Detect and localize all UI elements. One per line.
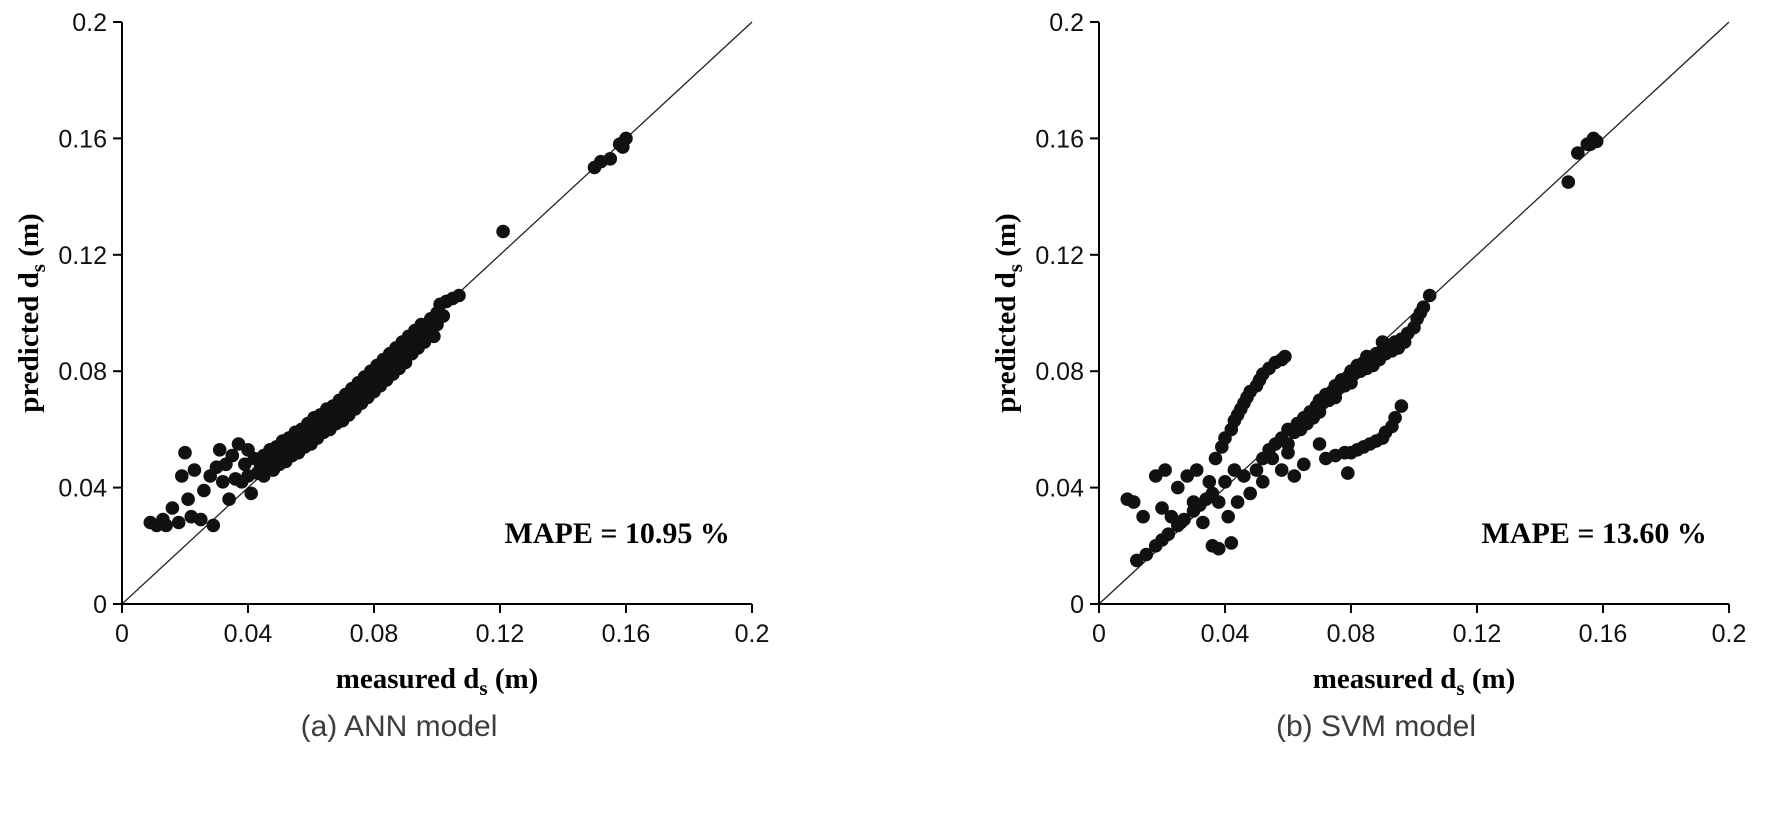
y-tick-label: 0.04 bbox=[58, 475, 107, 503]
data-point bbox=[1186, 495, 1201, 509]
data-point bbox=[427, 329, 441, 344]
caption-svm-model: (b) SVM model bbox=[1275, 710, 1477, 743]
x-axis-title: measured ds (m) bbox=[336, 663, 539, 700]
data-point bbox=[165, 501, 180, 515]
data-point bbox=[175, 469, 189, 483]
data-point bbox=[1221, 509, 1235, 524]
data-point bbox=[1211, 495, 1226, 509]
data-point bbox=[187, 463, 202, 477]
mape-annotation: MAPE = 10.95 % bbox=[505, 517, 730, 550]
data-point bbox=[1211, 541, 1226, 556]
panel-svm-model: 0 0 0.04 0.04 0.08 0.08 0.12 0.12 0.16 0.16 0.2 0.2… bbox=[981, 6, 1771, 744]
x-tick-label: 0.04 bbox=[224, 620, 273, 648]
data-point bbox=[206, 518, 221, 533]
data-point bbox=[1208, 451, 1223, 466]
data-point bbox=[1561, 175, 1576, 189]
y-tick-label: 0.2 bbox=[72, 9, 107, 37]
data-point bbox=[171, 515, 186, 530]
y-axis-title: predicted ds (m) bbox=[13, 213, 50, 412]
y-tick-label: 0.16 bbox=[1035, 125, 1084, 153]
x-tick-label: 0.16 bbox=[602, 620, 651, 648]
data-point bbox=[1422, 288, 1437, 303]
data-point bbox=[212, 443, 227, 457]
x-tick-label: 0.16 bbox=[1579, 620, 1628, 648]
data-point bbox=[1174, 515, 1188, 530]
data-point bbox=[1274, 463, 1289, 477]
data-point bbox=[1278, 349, 1292, 364]
y-tick-label: 0 bbox=[93, 591, 107, 619]
y-tick-label: 0.08 bbox=[58, 358, 107, 386]
y-axis-title: predicted ds (m) bbox=[990, 213, 1027, 412]
data-point bbox=[1589, 134, 1604, 149]
data-point bbox=[1158, 463, 1172, 477]
data-point bbox=[178, 445, 192, 460]
data-point bbox=[1297, 457, 1311, 472]
data-point bbox=[1189, 463, 1204, 477]
data-point bbox=[1287, 469, 1302, 483]
data-point bbox=[1341, 466, 1355, 480]
x-tick-label: 0.08 bbox=[1327, 620, 1376, 648]
data-point bbox=[496, 224, 510, 239]
x-tick-label: 0.12 bbox=[476, 620, 525, 648]
y-tick-label: 0.12 bbox=[1035, 242, 1084, 270]
data-point bbox=[1196, 515, 1210, 530]
data-point bbox=[1388, 411, 1402, 425]
data-point bbox=[159, 518, 173, 533]
data-point bbox=[1571, 146, 1585, 160]
data-point bbox=[1139, 547, 1154, 562]
data-point bbox=[1155, 501, 1169, 515]
data-point bbox=[1161, 527, 1176, 541]
data-point bbox=[1171, 480, 1185, 495]
data-point bbox=[222, 492, 236, 507]
mape-annotation: MAPE = 13.60 % bbox=[1482, 517, 1707, 550]
y-tick-label: 0.08 bbox=[1035, 358, 1084, 386]
svm-scatter-chart: 00 0.04 0.04 0.08 0.08 0.12 0.12 0.16 0.16 0.2 0.2… bbox=[990, 9, 1747, 700]
x-tick-label: 0.08 bbox=[350, 620, 399, 648]
data-point bbox=[436, 309, 451, 323]
data-point bbox=[1249, 463, 1264, 477]
data-point bbox=[452, 288, 466, 303]
caption-ann-model: (a) ANN model bbox=[300, 710, 498, 743]
y-tick-label: 0.04 bbox=[1035, 475, 1084, 503]
data-point bbox=[1237, 469, 1251, 483]
data-point bbox=[1416, 300, 1431, 315]
data-point bbox=[181, 492, 195, 507]
data-point bbox=[1126, 495, 1141, 509]
data-point bbox=[197, 483, 211, 498]
x-tick-label: 0.2 bbox=[1712, 620, 1747, 648]
data-point bbox=[1224, 536, 1239, 550]
data-point bbox=[1202, 475, 1217, 489]
x-tick-label: 0.2 bbox=[735, 620, 770, 648]
y-tick-label: 0.16 bbox=[58, 125, 107, 153]
data-point bbox=[225, 448, 240, 463]
data-point bbox=[244, 486, 258, 501]
x-tick-label: 0.04 bbox=[1201, 620, 1250, 648]
data-point bbox=[1230, 495, 1245, 509]
ann-scatter-chart: 00 0.04 0.04 0.08 0.08 0.12 0.12 0.16 0.16 0.2 0.2… bbox=[13, 9, 770, 700]
data-point bbox=[194, 512, 208, 527]
x-tick-label: 0 bbox=[115, 620, 129, 648]
data-point bbox=[1256, 475, 1270, 489]
y-tick-label: 0 bbox=[1070, 591, 1084, 619]
x-tick-label: 0.12 bbox=[1453, 620, 1502, 648]
data-point bbox=[603, 152, 618, 166]
y-tick-label: 0.12 bbox=[58, 242, 107, 270]
data-point bbox=[216, 475, 230, 489]
data-point bbox=[1136, 509, 1150, 524]
data-point bbox=[1243, 486, 1257, 501]
data-point bbox=[1218, 475, 1232, 489]
data-point bbox=[619, 131, 633, 146]
data-point bbox=[1394, 399, 1409, 413]
data-point bbox=[1312, 437, 1327, 451]
panel-ann-model: 0 0 0.04 0.04 0.08 0.08 0.12 0.12 0.16 0.16 0.2 0.2… bbox=[4, 6, 794, 744]
data-point bbox=[1281, 437, 1295, 451]
y-tick-label: 0.2 bbox=[1049, 9, 1084, 37]
x-tick-label: 0 bbox=[1092, 620, 1106, 648]
x-axis-title: measured ds (m) bbox=[1313, 663, 1516, 700]
